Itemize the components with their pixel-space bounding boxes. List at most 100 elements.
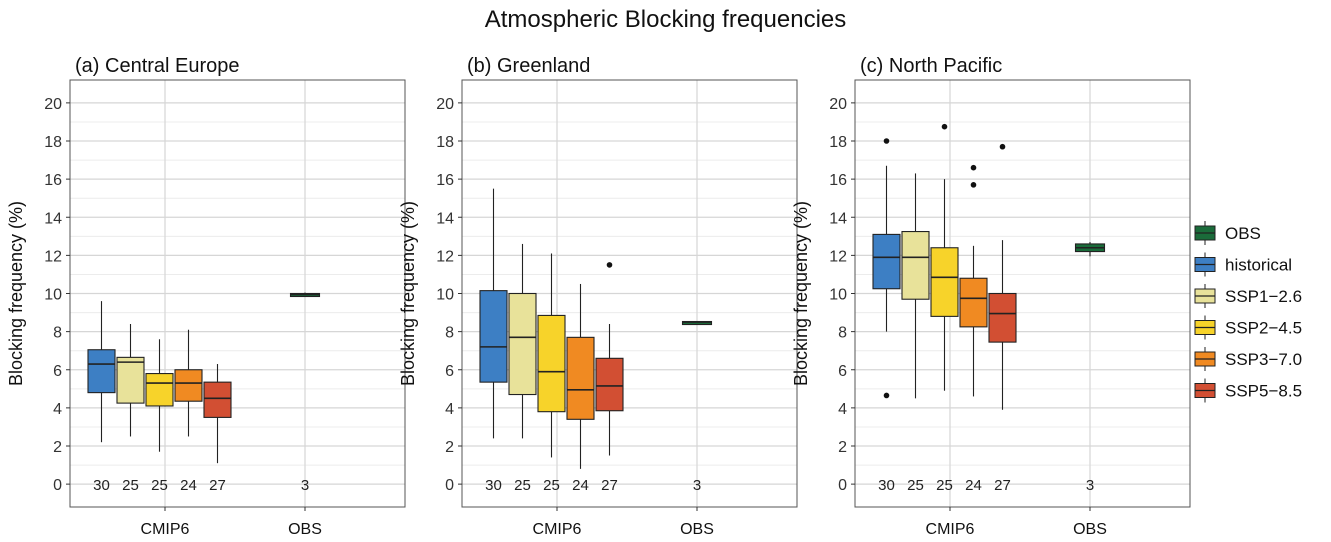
figure-title: Atmospheric Blocking frequencies	[484, 6, 847, 33]
box-ssp1-2-6: 25	[508, 243, 537, 494]
x-tick-label: OBS	[1073, 521, 1107, 538]
panel-title: (a) Central Europe	[75, 55, 240, 77]
outlier-point	[970, 182, 977, 188]
box-ssp3-7-0: 24	[174, 329, 203, 494]
y-tick-label: 6	[53, 363, 62, 380]
y-tick-label: 20	[829, 96, 847, 113]
box-body	[203, 381, 232, 418]
x-tick-label: CMIP6	[926, 521, 975, 538]
y-tick-label: 14	[44, 210, 62, 227]
x-tick-label: OBS	[680, 521, 714, 538]
y-tick-label: 16	[436, 172, 454, 189]
y-tick-label: 14	[436, 210, 454, 227]
sample-count-label: 24	[572, 477, 589, 494]
box-body	[930, 247, 959, 317]
sample-count-label: 30	[93, 477, 110, 494]
outlier-point	[883, 138, 890, 144]
y-tick-label: 20	[44, 96, 62, 113]
y-tick-label: 18	[829, 134, 847, 151]
y-tick-label: 8	[838, 325, 847, 342]
sample-count-label: 25	[122, 477, 139, 494]
box-body	[508, 292, 537, 396]
chart-legend: OBS historical SSP1−2.6 SSP2−4.5 SSP3−7.0 SSP…	[1194, 221, 1302, 403]
x-tick-label: CMIP6	[141, 521, 190, 538]
outlier-point	[883, 392, 890, 399]
box-body	[959, 277, 988, 328]
box-ssp2-4-5: 25	[537, 253, 566, 494]
box-body	[479, 290, 508, 383]
y-tick-label: 20	[436, 96, 454, 113]
panel-title: (c) North Pacific	[860, 55, 1002, 77]
box-ssp3-7-0: 24	[566, 283, 595, 494]
sample-count-label: 24	[965, 477, 982, 494]
sample-count-label: 24	[180, 477, 197, 494]
box-ssp5-8-5: 27	[203, 364, 232, 494]
y-tick-label: 8	[53, 325, 62, 342]
legend-label: OBS	[1225, 224, 1261, 243]
sample-count-label: 27	[601, 477, 618, 494]
legend-label: SSP5−8.5	[1225, 382, 1302, 401]
box-body	[537, 314, 566, 413]
y-tick-label: 0	[53, 477, 62, 494]
legend-item-ssp3-7-0: SSP3−7.0	[1194, 347, 1302, 371]
box-obs: 3	[681, 320, 713, 494]
sample-count-label: 30	[485, 477, 502, 494]
box-body	[901, 230, 930, 300]
box-historical: 30	[479, 188, 508, 494]
box-body	[87, 349, 116, 394]
sample-count-label: 25	[543, 477, 560, 494]
outlier-point	[606, 262, 613, 268]
y-tick-label: 10	[436, 287, 454, 304]
box-ssp5-8-5: 27	[988, 143, 1017, 494]
x-tick-label: CMIP6	[533, 521, 582, 538]
y-tick-label: 12	[44, 248, 62, 265]
y-tick-label: 14	[829, 210, 847, 227]
y-tick-label: 16	[44, 172, 62, 189]
y-tick-label: 4	[445, 401, 454, 418]
y-tick-label: 4	[838, 401, 847, 418]
x-tick-label: OBS	[288, 521, 322, 538]
sample-count-label: 3	[1086, 477, 1094, 494]
y-tick-label: 2	[445, 439, 454, 456]
sample-count-label: 25	[907, 477, 924, 494]
y-tick-label: 2	[53, 439, 62, 456]
box-ssp1-2-6: 25	[116, 324, 145, 494]
sample-count-label: 3	[693, 477, 701, 494]
legend-label: SSP3−7.0	[1225, 350, 1302, 369]
legend-item-ssp5-8-5: SSP5−8.5	[1194, 378, 1302, 403]
y-tick-label: 0	[838, 477, 847, 494]
sample-count-label: 25	[514, 477, 531, 494]
legend-item-historical: historical	[1194, 252, 1292, 277]
box-ssp3-7-0: 24	[959, 164, 988, 494]
box-body	[116, 356, 145, 404]
sample-count-label: 27	[209, 477, 226, 494]
box-ssp2-4-5: 25	[145, 339, 174, 494]
sample-count-label: 25	[936, 477, 953, 494]
sample-count-label: 27	[994, 477, 1011, 494]
y-axis-label: Blocking frequency (%)	[791, 201, 811, 386]
y-tick-label: 10	[829, 287, 847, 304]
legend-item-ssp2-4-5: SSP2−4.5	[1194, 315, 1302, 340]
legend-label: historical	[1225, 256, 1292, 275]
panel-title: (b) Greenland	[467, 55, 590, 77]
box-obs: 3	[289, 292, 321, 494]
box-body	[566, 336, 595, 420]
box-historical: 30	[87, 301, 116, 494]
legend-label: SSP1−2.6	[1225, 287, 1302, 306]
box-body	[595, 357, 624, 412]
box-obs: 3	[1074, 242, 1106, 494]
y-tick-label: 0	[445, 477, 454, 494]
y-tick-label: 6	[445, 363, 454, 380]
legend-item-obs: OBS	[1194, 221, 1261, 245]
box-body	[145, 373, 174, 407]
box-ssp5-8-5: 27	[595, 262, 624, 494]
outlier-point	[970, 164, 977, 171]
sample-count-label: 3	[301, 477, 309, 494]
y-tick-label: 12	[829, 248, 847, 265]
y-tick-label: 18	[436, 134, 454, 151]
y-tick-label: 18	[44, 134, 62, 151]
legend-label: SSP2−4.5	[1225, 319, 1302, 338]
